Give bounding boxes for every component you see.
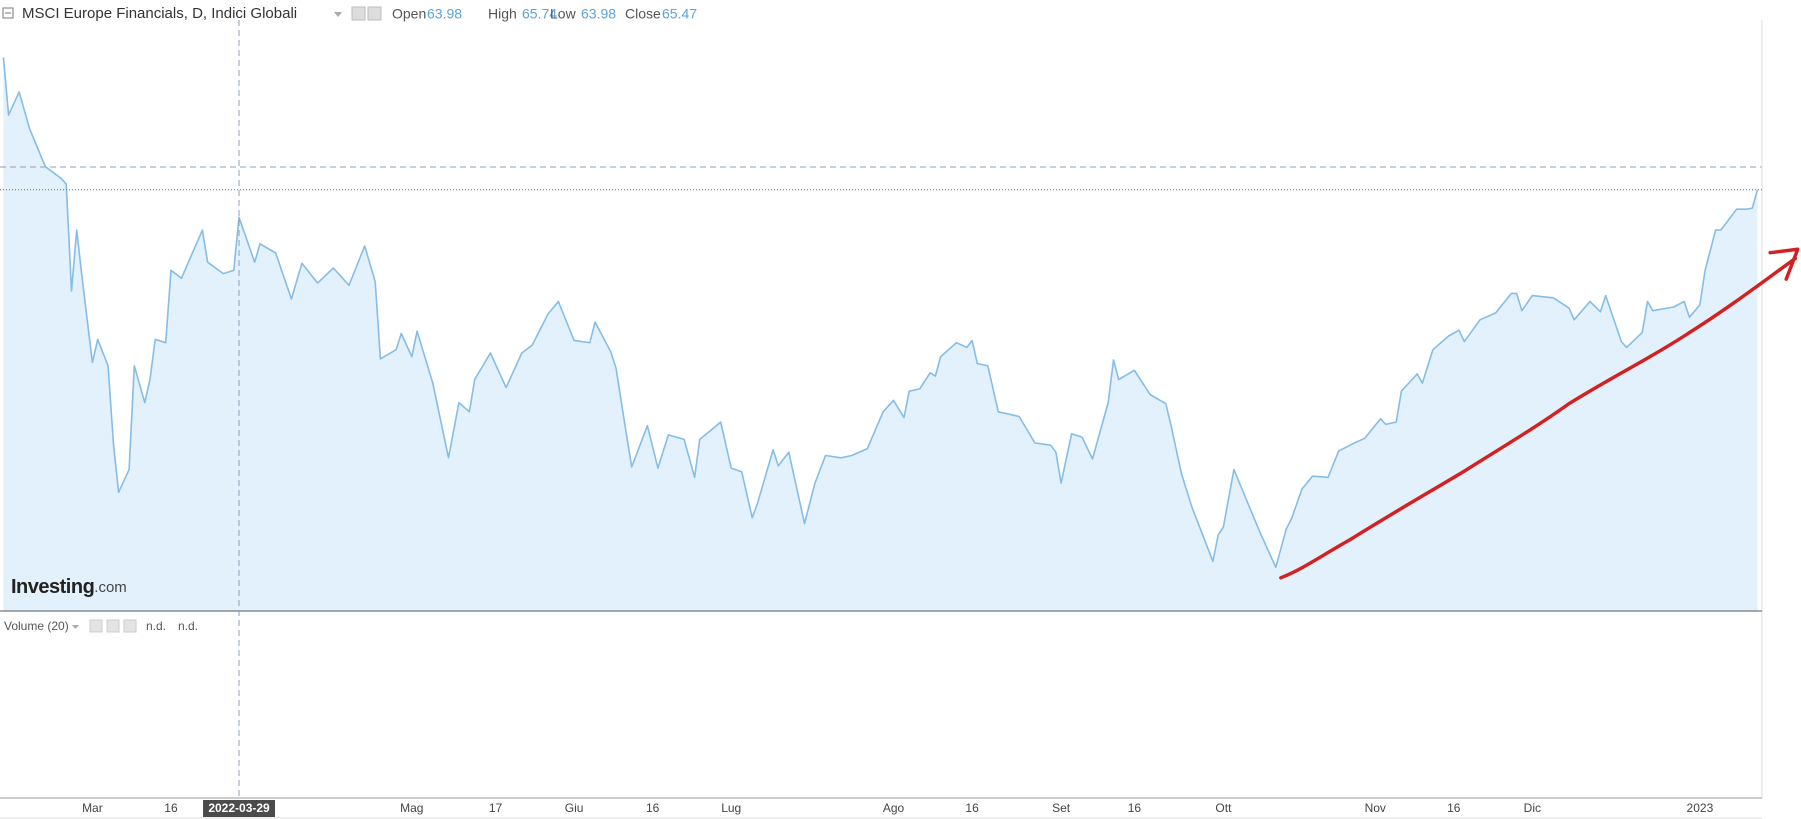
x-tick-label: Mag (400, 801, 423, 815)
x-tick-label: 2023 (1687, 801, 1714, 815)
ohlc-value: 65.47 (662, 6, 697, 22)
watermark-suffix: .com (94, 579, 127, 596)
x-tick-label: Ott (1215, 801, 1232, 815)
trend-arrow-line (1279, 256, 1798, 580)
volume-value: n.d. (178, 619, 198, 633)
x-tick-label: 16 (1128, 801, 1142, 815)
x-tick-label: Mar (82, 801, 103, 815)
watermark-brand: Investing (11, 576, 94, 598)
watermark: Investing.com (11, 576, 127, 598)
chart-title: MSCI Europe Financials, D, Indici Global… (22, 5, 297, 22)
price-line (2, 57, 1759, 569)
ohlc-label: Open (392, 6, 426, 22)
plot-area (2, 57, 1759, 611)
ohlc-value: 63.98 (427, 6, 462, 22)
ohlc-label: High (488, 6, 517, 22)
volume-label: Volume (20) (4, 619, 69, 633)
settings-icon[interactable] (367, 6, 382, 21)
x-tick-label: Ago (883, 801, 905, 815)
volume-eye-icon[interactable] (89, 619, 103, 633)
x-tick-label: 16 (965, 801, 979, 815)
x-tick-label: 16 (164, 801, 178, 815)
volume-settings-icon[interactable] (106, 619, 120, 633)
eye-icon[interactable] (351, 6, 366, 21)
x-tick-label: Lug (721, 801, 741, 815)
x-tick-label: 16 (646, 801, 660, 815)
trend-arrow-head (1768, 247, 1800, 281)
x-tick-label: 17 (489, 801, 503, 815)
x-tick-label: Set (1052, 801, 1071, 815)
ohlc-value: 65.74 (522, 6, 557, 22)
volume-close-icon[interactable] (123, 619, 137, 633)
ohlc-label: Low (550, 6, 577, 22)
x-tick-label: 16 (1447, 801, 1461, 815)
area-fill (3, 57, 1758, 611)
volume-dropdown[interactable] (72, 625, 79, 629)
ohlc-label: Close (625, 6, 661, 22)
volume-value: n.d. (146, 619, 166, 633)
crosshair-label: 2022-03-29 (208, 801, 270, 815)
x-tick-label: Giu (565, 801, 584, 815)
x-tick-label: Dic (1524, 801, 1541, 815)
ohlc-value: 63.98 (581, 6, 616, 22)
trend-arrow (1279, 247, 1800, 580)
collapse-icon[interactable] (2, 7, 14, 19)
crosshair-label-box (203, 800, 276, 817)
x-tick-label: Nov (1365, 801, 1386, 815)
title-dropdown[interactable] (334, 12, 342, 17)
